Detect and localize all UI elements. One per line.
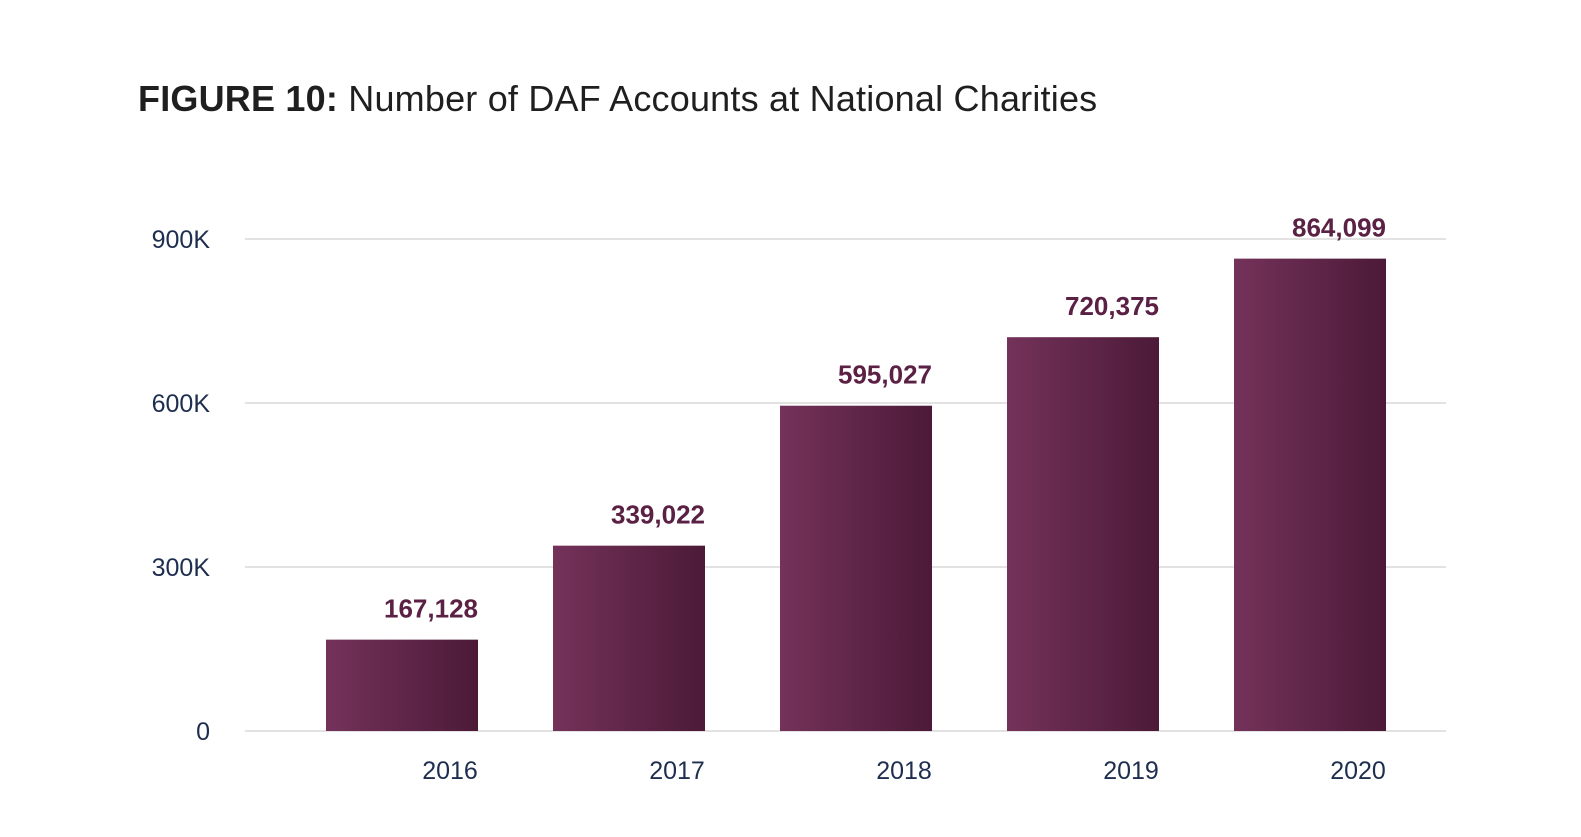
data-label: 167,128 xyxy=(384,594,478,624)
bar-2016 xyxy=(326,639,478,731)
x-tick-label: 2020 xyxy=(1330,757,1386,785)
figure-title: FIGURE 10: Number of DAF Accounts at Nat… xyxy=(138,78,1097,120)
data-label: 720,375 xyxy=(1065,291,1159,321)
data-label: 339,022 xyxy=(611,500,705,530)
x-tick-label: 2019 xyxy=(1103,757,1159,785)
y-axis-ticks: 0 300K 600K 900K xyxy=(152,226,211,746)
data-label: 864,099 xyxy=(1292,213,1386,243)
x-axis-ticks: 2016 2017 2018 2019 2020 xyxy=(422,757,1386,785)
y-tick-label: 900K xyxy=(152,226,211,254)
bar-2020 xyxy=(1234,258,1386,731)
y-tick-label: 600K xyxy=(152,390,211,418)
value-labels: 167,128 339,022 595,027 720,375 864,099 xyxy=(384,213,1386,624)
x-tick-label: 2018 xyxy=(876,757,932,785)
x-tick-label: 2017 xyxy=(649,757,705,785)
data-label: 595,027 xyxy=(838,360,932,390)
bars xyxy=(326,258,1386,731)
y-tick-label: 0 xyxy=(196,718,210,746)
figure-number: FIGURE 10: xyxy=(138,78,339,119)
figure-title-text: Number of DAF Accounts at National Chari… xyxy=(348,78,1098,119)
y-tick-label: 300K xyxy=(152,554,211,582)
bar-2017 xyxy=(553,545,705,731)
x-tick-label: 2016 xyxy=(422,757,478,785)
bar-2018 xyxy=(780,405,932,731)
bar-2019 xyxy=(1007,337,1159,731)
